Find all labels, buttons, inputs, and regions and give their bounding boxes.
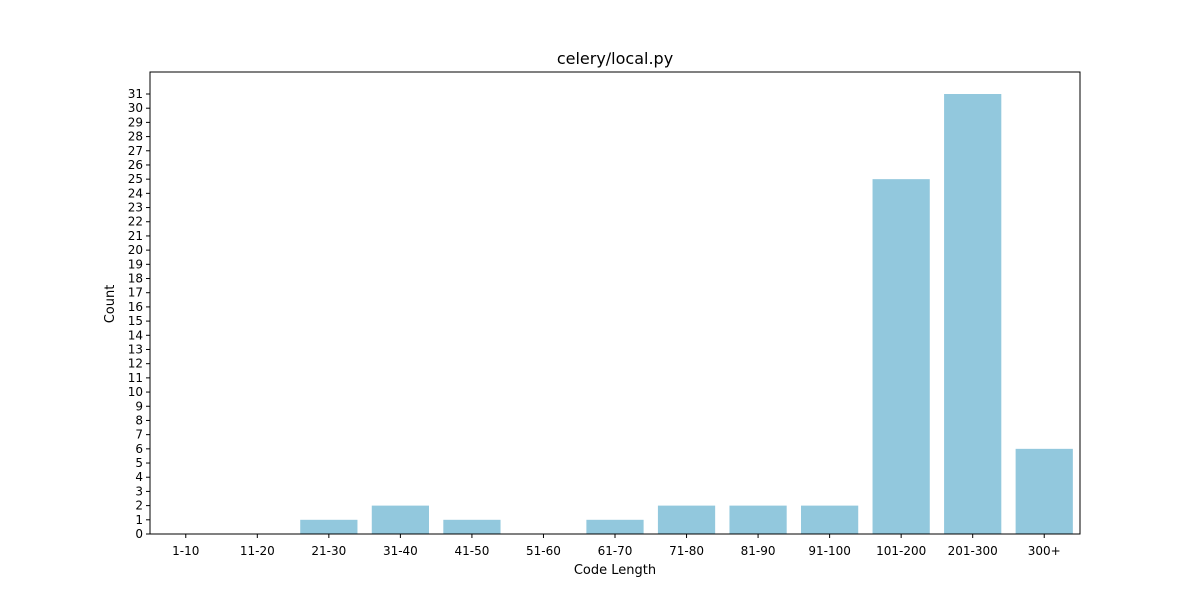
- y-tick-label: 21: [128, 229, 143, 243]
- x-tick-label: 41-50: [454, 544, 489, 558]
- y-tick-label: 8: [135, 413, 143, 427]
- y-tick-label: 17: [128, 286, 143, 300]
- y-axis-ticks: 0123456789101112131415161718192021222324…: [128, 87, 150, 541]
- y-tick-label: 9: [135, 399, 143, 413]
- chart-title: celery/local.py: [557, 49, 673, 68]
- y-tick-label: 23: [128, 201, 143, 215]
- y-tick-label: 31: [128, 87, 143, 101]
- x-axis-ticks: 1-10 11-20 21-30 31-40 41-50 51-60 61-70 71-80 8…: [172, 534, 1061, 558]
- bar-81-90: [729, 505, 787, 534]
- x-tick-label: 201-300: [948, 544, 998, 558]
- x-tick-label: 21-30: [311, 544, 346, 558]
- y-tick-label: 14: [128, 328, 143, 342]
- x-tick-label: 61-70: [598, 544, 633, 558]
- bar-21-30: [300, 519, 358, 534]
- y-tick-label: 16: [128, 300, 143, 314]
- x-tick-label: 31-40: [383, 544, 418, 558]
- x-tick-label: 101-200: [876, 544, 926, 558]
- y-tick-label: 18: [128, 272, 143, 286]
- x-tick-label: 81-90: [741, 544, 776, 558]
- y-tick-label: 6: [135, 442, 143, 456]
- bar-71-80: [657, 505, 716, 534]
- x-tick-label: 1-10: [172, 544, 199, 558]
- y-tick-label: 7: [135, 428, 143, 442]
- y-tick-label: 3: [135, 484, 143, 498]
- y-tick-label: 26: [128, 158, 143, 172]
- x-tick-label: 71-80: [669, 544, 704, 558]
- y-tick-label: 20: [128, 243, 143, 257]
- bar-101-200: [872, 179, 930, 534]
- y-tick-label: 28: [128, 130, 143, 144]
- x-tick-label: 11-20: [240, 544, 275, 558]
- x-tick-label: 300+: [1028, 544, 1061, 558]
- bar-61-70: [586, 519, 644, 534]
- y-tick-label: 2: [135, 499, 143, 513]
- y-tick-label: 1: [135, 513, 143, 527]
- plot-frame: [149, 71, 1081, 535]
- y-tick-label: 4: [135, 470, 143, 484]
- y-tick-label: 11: [128, 371, 143, 385]
- y-tick-label: 0: [135, 527, 143, 541]
- y-tick-label: 13: [128, 342, 143, 356]
- bar-31-40: [371, 505, 429, 534]
- y-tick-label: 30: [128, 101, 143, 115]
- y-tick-label: 19: [128, 257, 143, 271]
- bars: [300, 94, 1073, 534]
- y-tick-label: 22: [128, 215, 143, 229]
- bar-41-50: [443, 519, 501, 534]
- y-tick-label: 5: [135, 456, 143, 470]
- y-tick-label: 27: [128, 144, 143, 158]
- bar-91-100: [801, 505, 859, 534]
- y-tick-label: 10: [128, 385, 143, 399]
- x-tick-label: 91-100: [808, 544, 851, 558]
- y-tick-label: 15: [128, 314, 143, 328]
- y-axis-label: Count: [103, 285, 118, 324]
- y-tick-label: 25: [128, 172, 143, 186]
- y-tick-label: 29: [128, 115, 143, 129]
- x-axis-label: Code Length: [574, 563, 656, 578]
- x-tick-label: 51-60: [526, 544, 561, 558]
- bar-300+: [1015, 448, 1073, 534]
- y-tick-label: 24: [128, 186, 143, 200]
- bar-201-300: [944, 94, 1002, 534]
- y-tick-label: 12: [128, 357, 143, 371]
